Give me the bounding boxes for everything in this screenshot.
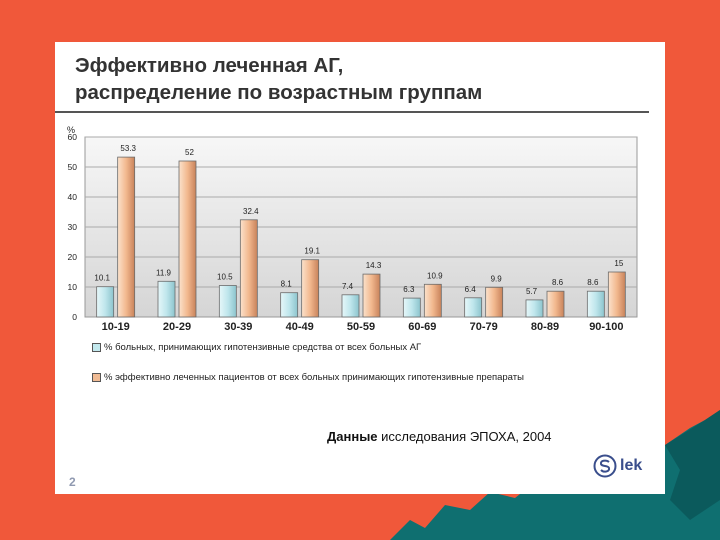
- title-line-1: Эффективно леченная АГ,: [75, 54, 344, 77]
- lek-logo-text: lek: [620, 457, 643, 474]
- y-tick-label: 30: [68, 222, 78, 232]
- x-tick-label: 10-19: [102, 321, 130, 333]
- data-label-series-1: 8.6: [587, 278, 599, 287]
- bar-series-2-40-49: [301, 259, 320, 318]
- x-tick-label: 60-69: [408, 321, 436, 333]
- y-tick-label: 50: [68, 162, 78, 172]
- bar-series-1-20-29: [157, 280, 176, 318]
- bar-series-2-20-29: [178, 160, 197, 318]
- x-tick-label: 30-39: [224, 321, 252, 333]
- y-axis-label: %: [67, 125, 75, 135]
- page-number: 2: [69, 475, 76, 489]
- data-label-series-1: 6.4: [465, 285, 477, 294]
- data-label-series-2: 8.6: [552, 278, 564, 287]
- legend-item-1: % больных, принимающих гипотензивные сре…: [92, 340, 421, 354]
- data-label-series-2: 15: [614, 259, 623, 268]
- bar-series-2-10-19: [117, 156, 136, 318]
- bar-series-2-30-39: [239, 219, 258, 318]
- legend-swatch-1: [92, 342, 101, 352]
- bar-series-1-30-39: [218, 285, 237, 318]
- lek-logo: lek: [593, 454, 642, 478]
- data-label-series-1: 10.5: [217, 273, 233, 282]
- y-tick-label: 40: [68, 192, 78, 202]
- data-label-series-1: 6.3: [403, 285, 415, 294]
- legend-item-2: % эффективно леченных пациентов от всех …: [92, 370, 524, 384]
- legend-swatch-2: [92, 372, 101, 382]
- source-rest: исследования ЭПОХА, 2004: [377, 429, 552, 444]
- y-tick-label: 0: [72, 312, 77, 322]
- data-label-series-2: 14.3: [366, 261, 382, 270]
- y-tick-label: 10: [68, 282, 78, 292]
- source-note: Данные исследования ЭПОХА, 2004: [327, 429, 552, 444]
- plot-area: 0 10 20 30 40 50 60% 10.1 53.3 10-19 11.9 52 20-29 10…: [67, 125, 638, 333]
- data-label-series-2: 9.9: [491, 274, 503, 283]
- title-divider: [55, 111, 649, 113]
- source-bold: Данные: [327, 429, 378, 444]
- y-tick-label: 60: [68, 132, 78, 142]
- data-label-series-2: 52: [185, 148, 194, 157]
- bar-series-1-80-89: [525, 299, 544, 318]
- lek-logo-icon: [593, 454, 617, 478]
- bar-series-1-40-49: [280, 292, 299, 318]
- x-tick-label: 20-29: [163, 321, 191, 333]
- bar-series-1-60-69: [402, 297, 421, 318]
- data-label-series-2: 53.3: [120, 144, 136, 153]
- legend-label-1: % больных, принимающих гипотензивные сре…: [104, 341, 422, 353]
- title-line-2: распределение по возрастным группам: [75, 81, 483, 104]
- data-label-series-1: 8.1: [281, 280, 293, 289]
- bar-series-1-70-79: [464, 297, 483, 318]
- bar-series-2-80-89: [546, 290, 565, 318]
- data-label-series-2: 32.4: [243, 207, 259, 216]
- data-label-series-1: 11.9: [156, 268, 172, 277]
- bar-series-1-10-19: [96, 286, 115, 318]
- data-label-series-2: 19.1: [304, 247, 320, 256]
- x-tick-label: 40-49: [286, 321, 314, 333]
- slide-panel: Эффективно леченная АГ, распределение по…: [55, 42, 665, 494]
- bar-chart: 0 10 20 30 40 50 60% 10.1 53.3 10-19 11.9 52 20-29 10…: [67, 125, 638, 333]
- data-label-series-1: 7.4: [342, 282, 354, 291]
- data-label-series-1: 5.7: [526, 287, 538, 296]
- x-tick-label: 90-100: [589, 321, 623, 333]
- data-label-series-2: 10.9: [427, 271, 443, 280]
- x-tick-label: 80-89: [531, 321, 559, 333]
- bar-series-2-60-69: [423, 283, 442, 318]
- legend-label-2: % эффективно леченных пациентов от всех …: [104, 371, 524, 383]
- x-tick-label: 50-59: [347, 321, 375, 333]
- bar-series-2-70-79: [485, 286, 504, 318]
- bar-series-1-90-100: [586, 290, 605, 318]
- bar-series-2-90-100: [607, 271, 626, 318]
- x-tick-label: 70-79: [470, 321, 498, 333]
- bar-series-2-50-59: [362, 273, 381, 318]
- data-label-series-1: 10.1: [94, 274, 110, 283]
- bar-series-1-50-59: [341, 294, 360, 318]
- y-tick-label: 20: [68, 252, 78, 262]
- slide-title: Эффективно леченная АГ, распределение по…: [75, 52, 635, 106]
